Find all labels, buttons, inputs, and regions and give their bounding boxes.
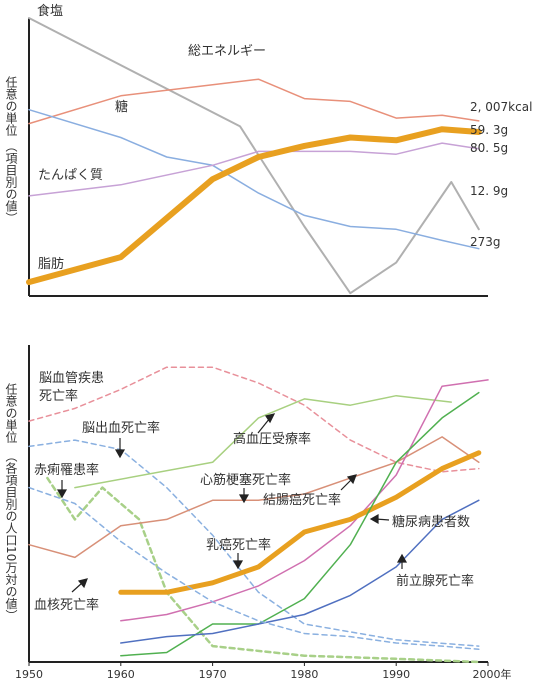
value-kcal: 2, 007kcal xyxy=(470,100,532,114)
label-noushukketsu: 脳出血死亡率 xyxy=(82,420,160,436)
value-shoku: 12. 9g xyxy=(470,184,508,198)
top-panel: 任意の単位 （項目別の値） 食塩 総エネルギー 糖 たんぱく質 脂肪 2, 00… xyxy=(4,3,532,297)
series-line-bottom-6 xyxy=(118,450,482,595)
label-ketchou: 結腸癌死亡率 xyxy=(263,492,341,508)
label-shinkin: 心筋梗塞死亡率 xyxy=(200,472,291,488)
x-tick-label-1: 1960 xyxy=(107,668,135,681)
label-soene: 総エネルギー xyxy=(188,44,266,59)
label-kekkaku: 血核死亡率 xyxy=(34,597,99,613)
arrowhead-noushukketsu xyxy=(114,449,126,459)
series-line-top-3 xyxy=(28,142,480,197)
series-line-bottom-4 xyxy=(28,436,480,559)
series-line-top-0 xyxy=(28,17,480,295)
annotation-arrows xyxy=(56,413,408,593)
label-noukekkan-1: 脳血管疾患 xyxy=(39,371,104,386)
arrow-kekkaku xyxy=(71,582,83,593)
series-line-bottom-0 xyxy=(28,366,480,473)
bottom-ylabel-2: （各項目別の人口10万対の値） xyxy=(4,450,18,621)
label-zenritsu: 前立腺死亡率 xyxy=(396,573,474,589)
series-line-bottom-7 xyxy=(120,391,480,657)
value-tanpaku: 80. 5g xyxy=(470,141,508,155)
series-line-bottom-8 xyxy=(120,499,480,644)
series-line-bottom-3 xyxy=(74,394,453,489)
series-line-bottom-1 xyxy=(28,439,480,647)
label-sekiri: 赤痢罹患率 xyxy=(34,462,99,478)
series-line-top-2 xyxy=(28,108,480,250)
value-tou: 273g xyxy=(470,235,501,249)
arrow-ketchou xyxy=(340,478,353,491)
arrow-kouketsuatsu xyxy=(257,417,271,434)
arrowhead-kekkaku xyxy=(77,578,88,589)
series-line-top-1 xyxy=(28,78,480,125)
label-shibou: 脂肪 xyxy=(38,256,64,272)
series-line-bottom-5 xyxy=(120,379,489,622)
bottom-panel: 1950 1960 1970 1980 1990 2000年 任意の単位 （各項目別の人口… xyxy=(4,345,512,681)
top-ylabel-1: 任意の単位 xyxy=(4,76,18,136)
label-noukekkan-2: 死亡率 xyxy=(39,388,78,404)
value-shibou: 59. 3g xyxy=(470,123,508,137)
label-kouketsuatsu: 高血圧受療率 xyxy=(233,431,311,447)
arrowhead-zenritsu xyxy=(396,553,408,563)
arrowhead-nyuugan xyxy=(232,560,244,570)
arrowhead-kouketsuatsu xyxy=(265,413,276,424)
bottom-ticks-group: 1950 1960 1970 1980 1990 2000年 xyxy=(15,662,512,681)
x-tick-label-5: 2000年 xyxy=(473,667,512,681)
series-line-top-4 xyxy=(26,126,482,286)
arrowhead-tounyou xyxy=(369,513,379,525)
bottom-series-group xyxy=(28,366,489,664)
top-ylabel-2: （項目別の値） xyxy=(4,140,18,224)
x-tick-label-3: 1980 xyxy=(290,668,318,681)
label-tounyou: 糖尿病患者数 xyxy=(392,514,470,530)
x-tick-label-4: 1990 xyxy=(382,668,410,681)
x-tick-label-2: 1970 xyxy=(199,668,227,681)
x-tick-label-0: 1950 xyxy=(15,668,43,681)
series-line-bottom-9 xyxy=(28,486,480,651)
bottom-ylabel-1: 任意の単位 xyxy=(4,383,18,443)
arrowhead-ketchou xyxy=(346,474,357,485)
arrowhead-shinkin xyxy=(238,494,250,504)
label-tou: 糖 xyxy=(115,99,128,115)
top-series-group xyxy=(26,17,482,295)
label-tanpaku: たんぱく質 xyxy=(38,168,103,183)
arrowhead-sekiri xyxy=(56,489,68,499)
label-shoku: 食塩 xyxy=(37,3,63,19)
label-nyuugan: 乳癌死亡率 xyxy=(206,537,271,553)
